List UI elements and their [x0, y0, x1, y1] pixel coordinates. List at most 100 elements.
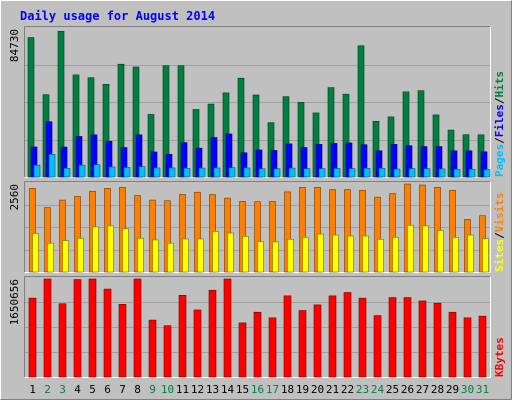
bar-sites-day-28: [437, 230, 444, 273]
bar-pages-day-1: [33, 164, 41, 178]
bar-pages-day-26: [408, 168, 416, 178]
bar-kbytes-day-8: [133, 278, 142, 378]
bar-kbytes-day-30: [463, 317, 472, 378]
x-tick-label-day-12: 12: [191, 383, 204, 396]
bar-pages-day-28: [438, 168, 446, 178]
x-tick-label-day-29: 29: [446, 383, 459, 396]
bar-pages-day-5: [93, 164, 101, 178]
bar-sites-day-4: [77, 238, 84, 273]
bar-sites-day-31: [482, 238, 489, 273]
bar-pages-day-3: [63, 167, 71, 178]
bar-sites-day-13: [212, 231, 219, 273]
bar-sites-day-21: [332, 234, 339, 273]
bar-sites-day-9: [152, 239, 159, 273]
bar-kbytes-day-13: [208, 289, 217, 378]
bar-sites-day-12: [197, 238, 204, 273]
bar-kbytes-day-23: [358, 297, 367, 378]
x-tick-label-day-9: 9: [149, 383, 156, 396]
bar-sites-day-23: [362, 235, 369, 273]
bar-sites-day-29: [452, 237, 459, 273]
x-tick-label-day-23: 23: [356, 383, 369, 396]
bar-pages-day-22: [348, 168, 356, 178]
x-tick-label-day-18: 18: [281, 383, 294, 396]
bar-kbytes-day-10: [163, 325, 172, 378]
bar-pages-day-14: [228, 167, 236, 178]
bar-kbytes-day-28: [433, 302, 442, 378]
bar-kbytes-day-4: [73, 279, 82, 378]
bar-kbytes-day-1: [28, 297, 37, 378]
legend-visits: Sites/Visits: [493, 193, 506, 273]
x-tick-label-day-24: 24: [371, 383, 385, 396]
bar-pages-day-16: [258, 168, 266, 178]
bar-sites-day-14: [227, 232, 234, 273]
bar-sites-day-7: [122, 228, 129, 273]
bar-kbytes-day-25: [388, 297, 397, 378]
x-tick-label-day-13: 13: [206, 383, 219, 396]
bar-pages-day-13: [213, 167, 221, 178]
bar-sites-day-22: [347, 235, 354, 273]
bar-pages-day-31: [483, 169, 491, 178]
bar-kbytes-day-20: [313, 304, 322, 378]
panel-kbytes: 1650656 KBytes: [8, 276, 506, 378]
bar-kbytes-day-9: [148, 319, 157, 378]
legend-item-kbytes: KBytes: [493, 337, 506, 377]
bar-sites-day-26: [407, 224, 414, 273]
bar-pages-day-6: [108, 166, 116, 178]
bar-sites-day-20: [317, 233, 324, 273]
y-max-label-visits: 2560: [8, 184, 21, 211]
bar-pages-day-23: [363, 167, 371, 178]
legend-kbytes: KBytes: [493, 337, 506, 377]
x-tick-label-day-10: 10: [161, 383, 174, 396]
bar-pages-day-27: [423, 168, 431, 178]
bar-kbytes-day-6: [103, 288, 112, 378]
x-tick-label-day-26: 26: [401, 383, 414, 396]
x-tick-label-day-4: 4: [74, 383, 81, 396]
bar-sites-day-30: [467, 234, 474, 273]
bar-sites-day-11: [182, 238, 189, 273]
bar-sites-day-6: [107, 225, 114, 273]
bar-kbytes-day-17: [268, 317, 277, 378]
x-tick-label-day-6: 6: [104, 383, 111, 396]
bar-pages-day-8: [138, 166, 146, 178]
bar-sites-day-16: [257, 241, 264, 273]
legend-separator: /: [493, 232, 506, 239]
series-kbytes: [28, 278, 487, 378]
bar-pages-day-24: [378, 167, 386, 178]
x-tick-label-day-3: 3: [59, 383, 66, 396]
legend-item-hits: Hits: [493, 71, 506, 98]
x-tick-label-day-28: 28: [431, 383, 444, 396]
bar-pages-day-19: [303, 168, 311, 178]
y-max-label-usage: 84730: [8, 29, 21, 62]
bar-sites-day-10: [167, 242, 174, 273]
x-tick-label-day-11: 11: [176, 383, 189, 396]
bar-kbytes-day-24: [373, 315, 382, 378]
bar-kbytes-day-2: [43, 278, 52, 378]
bar-kbytes-day-27: [418, 300, 427, 378]
bar-kbytes-day-11: [178, 295, 187, 378]
legend-separator: /: [493, 97, 506, 104]
x-tick-label-day-27: 27: [416, 383, 429, 396]
bar-pages-day-11: [183, 167, 191, 178]
bar-pages-day-29: [453, 168, 461, 178]
bar-kbytes-day-19: [298, 310, 307, 378]
bar-sites-day-3: [62, 240, 69, 273]
bar-pages-day-10: [168, 167, 176, 178]
bar-sites-day-1: [32, 233, 39, 273]
bar-kbytes-day-3: [58, 303, 67, 378]
chart-title: Daily usage for August 2014: [20, 9, 215, 23]
bar-pages-day-9: [153, 167, 161, 178]
bar-sites-day-25: [392, 237, 399, 273]
x-tick-label-day-31: 31: [476, 383, 489, 396]
bar-sites-day-27: [422, 225, 429, 273]
x-tick-label-day-1: 1: [29, 383, 36, 396]
bar-sites-day-5: [92, 226, 99, 273]
x-tick-label-day-14: 14: [221, 383, 235, 396]
bar-kbytes-day-31: [478, 315, 487, 378]
bar-kbytes-day-22: [343, 292, 352, 378]
x-tick-label-day-20: 20: [311, 383, 324, 396]
bar-sites-day-8: [137, 238, 144, 273]
x-tick-label-day-16: 16: [251, 383, 264, 396]
bar-sites-day-18: [287, 239, 294, 273]
